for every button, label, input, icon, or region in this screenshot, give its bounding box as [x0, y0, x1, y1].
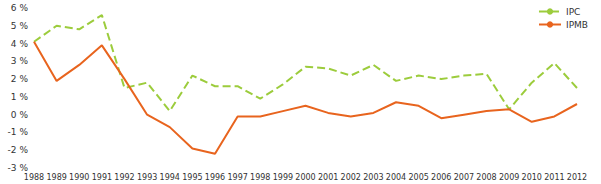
svg-text:IPC: IPC	[566, 7, 580, 17]
svg-text:1997: 1997	[227, 173, 247, 182]
svg-text:1994: 1994	[160, 173, 180, 182]
svg-text:0 %: 0 %	[11, 110, 29, 120]
svg-text:1991: 1991	[92, 173, 112, 182]
svg-text:2004: 2004	[386, 173, 406, 182]
svg-text:1999: 1999	[273, 173, 293, 182]
svg-text:2006: 2006	[431, 173, 451, 182]
svg-text:2005: 2005	[408, 173, 428, 182]
svg-text:1998: 1998	[250, 173, 270, 182]
svg-text:2 %: 2 %	[11, 74, 29, 84]
svg-text:1989: 1989	[46, 173, 66, 182]
svg-text:1996: 1996	[205, 173, 225, 182]
svg-text:1993: 1993	[137, 173, 157, 182]
svg-text:2009: 2009	[499, 173, 519, 182]
svg-text:1988: 1988	[24, 173, 44, 182]
svg-text:2002: 2002	[341, 173, 361, 182]
svg-text:1992: 1992	[114, 173, 134, 182]
svg-text:IPMB: IPMB	[566, 20, 588, 30]
svg-text:2003: 2003	[363, 173, 383, 182]
svg-text:2001: 2001	[318, 173, 338, 182]
svg-text:4 %: 4 %	[11, 39, 29, 49]
svg-text:3 %: 3 %	[11, 56, 29, 66]
svg-text:2008: 2008	[476, 173, 496, 182]
svg-text:6 %: 6 %	[11, 3, 29, 13]
svg-text:-2 %: -2 %	[8, 145, 29, 155]
svg-text:-3 %: -3 %	[8, 163, 29, 173]
svg-text:2012: 2012	[567, 173, 587, 182]
svg-text:2007: 2007	[454, 173, 474, 182]
svg-text:5 %: 5 %	[11, 21, 29, 31]
svg-text:2011: 2011	[544, 173, 564, 182]
svg-text:2000: 2000	[295, 173, 315, 182]
svg-text:1 %: 1 %	[11, 92, 29, 102]
svg-text:-1 %: -1 %	[8, 127, 29, 137]
svg-text:2010: 2010	[522, 173, 542, 182]
svg-text:1995: 1995	[182, 173, 202, 182]
svg-text:1990: 1990	[69, 173, 89, 182]
